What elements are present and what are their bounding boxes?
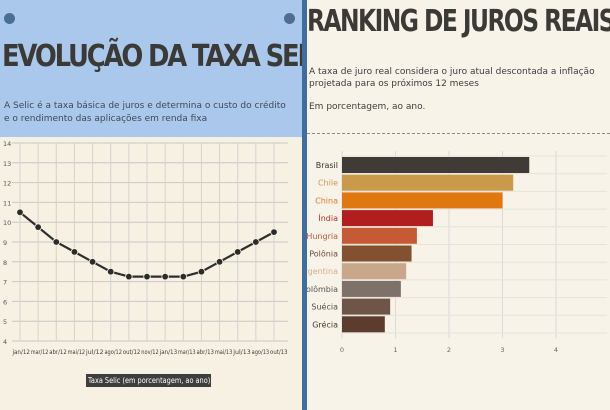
selic-point (16, 208, 24, 216)
x-tick-label: mai/13 (215, 349, 233, 356)
category-label: Suécia (311, 302, 338, 312)
y-tick-label: 9 (3, 239, 7, 247)
bar-china (342, 192, 503, 209)
ranking-unit: Em porcentagem, ao ano. (309, 102, 426, 112)
ranking-description: A taxa de juro real considera o juro atu… (309, 67, 595, 89)
x-tick-label: 0 (340, 346, 344, 354)
x-tick-label: mar/13 (178, 349, 196, 356)
category-label: Colômbia (307, 284, 338, 294)
x-tick-label: jan/13 (159, 349, 177, 356)
y-tick-label: 13 (3, 160, 11, 168)
x-tick-label: jul/13 (232, 349, 250, 356)
category-label: China (315, 196, 338, 205)
bar-argentina (342, 263, 407, 280)
x-tick-label: abr/12 (49, 349, 67, 356)
selic-point (125, 272, 133, 281)
x-tick-label: 3 (500, 346, 504, 354)
category-label: Argentina (307, 267, 338, 276)
selic-point (161, 272, 169, 281)
category-label: Hungria (307, 232, 338, 241)
x-tick-label: out/13 (270, 349, 288, 356)
selic-point (107, 267, 115, 276)
dot-icon (4, 13, 15, 24)
x-tick-label: out/12 (123, 349, 141, 356)
dot-icon (284, 13, 295, 24)
selic-point (234, 248, 242, 256)
x-tick-label: ago/12 (104, 349, 122, 356)
y-tick-label: 4 (3, 338, 7, 346)
x-tick-label: 1 (393, 346, 397, 354)
selic-point (215, 258, 224, 266)
selic-point (70, 248, 79, 256)
selic-point (179, 272, 187, 281)
category-label: Polônia (309, 249, 338, 259)
bar-hungria (342, 227, 417, 244)
category-label: Brasil (316, 161, 338, 170)
selic-point (143, 272, 151, 281)
ranking-bar-chart: 0 1 2 3 4 Brasil Chile China Índia Hungria Polônia… (307, 151, 607, 354)
x-tick-label: nov/12 (141, 349, 159, 356)
ranking-title: RANKING DE JUROS REAIS (307, 4, 610, 39)
y-tick-label: 8 (3, 259, 7, 267)
bar-índia (342, 210, 433, 227)
bar-chile (342, 174, 514, 191)
selic-point (34, 223, 42, 231)
category-label: Grécia (312, 319, 338, 329)
selic-legend-label: Taxa Selic (em porcentagem, ao ano) (88, 376, 211, 385)
x-tick-label: 2 (447, 346, 451, 354)
bar-suécia (342, 298, 391, 315)
ranking-separator (307, 133, 610, 134)
bar-brasil (342, 157, 530, 173)
y-tick-label: 7 (3, 279, 7, 287)
selic-point (88, 258, 97, 266)
y-tick-label: 12 (3, 180, 11, 188)
y-tick-label: 14 (3, 140, 11, 148)
panel-divider (302, 0, 307, 410)
selic-legend: Taxa Selic (em porcentagem, ao ano) (86, 374, 211, 387)
category-label: Chile (318, 179, 338, 188)
y-tick-label: 5 (3, 318, 7, 326)
bar-grécia (342, 316, 385, 333)
x-tick-label: ago/13 (252, 349, 270, 356)
selic-point (197, 267, 206, 276)
selic-title: EVOLUÇÃO DA TAXA SELIC (2, 39, 338, 74)
y-tick-label: 10 (3, 219, 11, 227)
x-tick-label: abr/13 (196, 349, 214, 356)
x-tick-label: mar/12 (31, 349, 49, 356)
y-tick-label: 6 (3, 298, 7, 306)
x-tick-label: jan/12 (12, 349, 30, 356)
selic-point (252, 238, 260, 246)
x-tick-label: jul/12 (85, 349, 103, 356)
selic-description: A Selic é a taxa básica de juros e deter… (4, 101, 286, 124)
bar-colômbia (342, 280, 401, 297)
selic-header: EVOLUÇÃO DA TAXA SELIC A Selic é a taxa … (0, 0, 338, 137)
x-tick-label: 4 (554, 346, 558, 354)
selic-point (270, 228, 278, 236)
x-tick-label: mai/12 (68, 349, 86, 356)
category-label: Índia (318, 212, 338, 223)
selic-line-chart: 4 5 6 7 8 9 10 11 12 13 14 jan/12 mar/12 abr/12 mai/12… (3, 140, 288, 356)
selic-point (52, 238, 60, 246)
y-tick-label: 11 (3, 199, 11, 207)
bar-polônia (342, 245, 412, 262)
